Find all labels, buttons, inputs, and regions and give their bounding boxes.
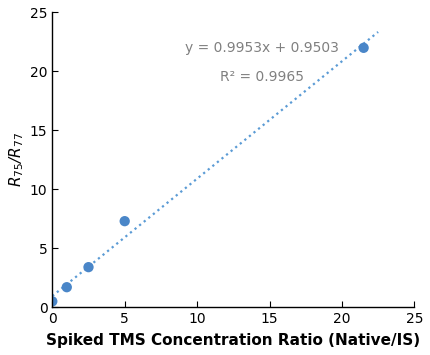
Point xyxy=(360,45,367,51)
Text: R² = 0.9965: R² = 0.9965 xyxy=(220,70,304,84)
Point xyxy=(49,299,56,304)
Y-axis label: R$_{75}$/R$_{77}$: R$_{75}$/R$_{77}$ xyxy=(7,132,26,187)
X-axis label: Spiked TMS Concentration Ratio (Native/IS): Spiked TMS Concentration Ratio (Native/I… xyxy=(46,333,421,348)
Point xyxy=(85,264,92,270)
Text: y = 0.9953x + 0.9503: y = 0.9953x + 0.9503 xyxy=(185,41,339,55)
Point xyxy=(63,284,70,290)
Point xyxy=(121,218,128,224)
